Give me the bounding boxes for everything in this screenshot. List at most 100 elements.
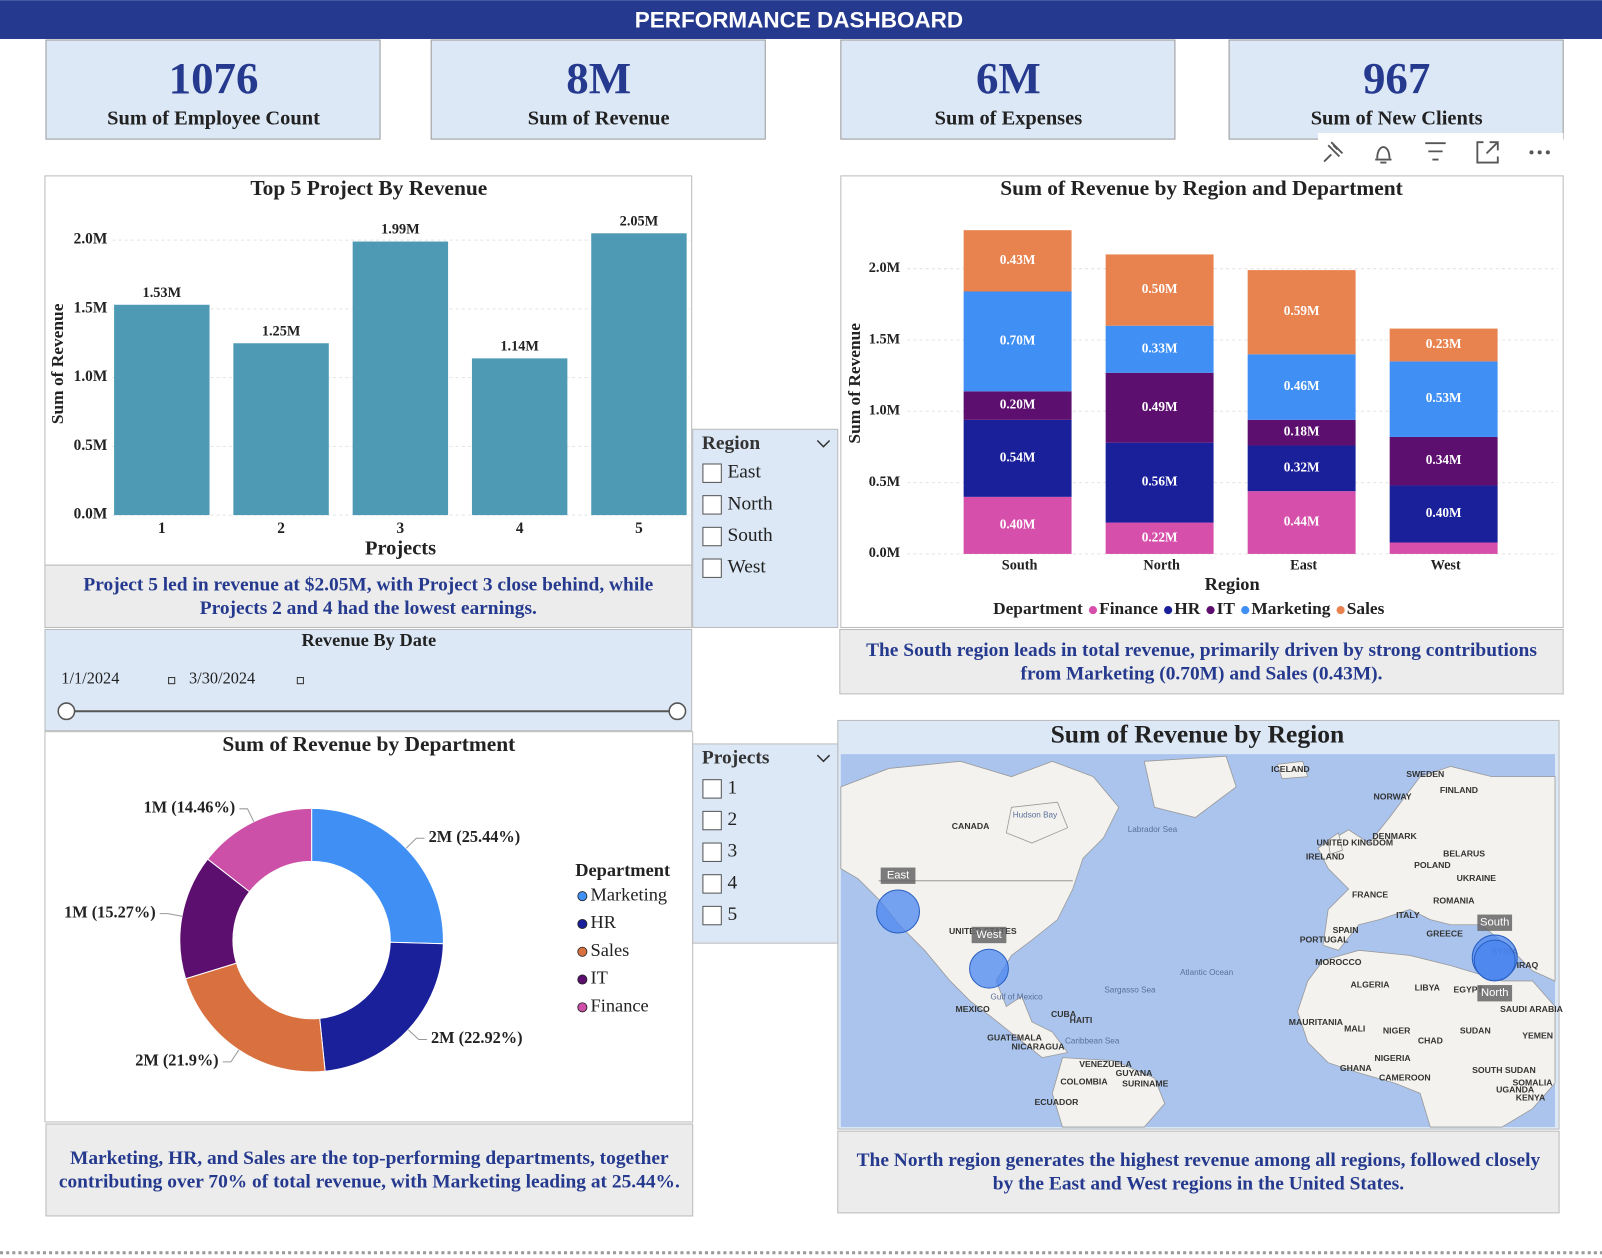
- place-label: HAITI: [1070, 1015, 1093, 1025]
- place-label: ECUADOR: [1034, 1097, 1079, 1107]
- chevron: [816, 754, 831, 763]
- data-label: 2M (22.92%): [431, 1028, 523, 1047]
- place-label: DENMARK: [1372, 831, 1417, 841]
- kpi-card: [430, 39, 766, 140]
- place-label: CHAD: [1418, 1036, 1443, 1046]
- more-icon[interactable]: [1529, 150, 1550, 155]
- data-label: 0.32M: [1284, 459, 1320, 474]
- bar-segment: [1389, 542, 1498, 554]
- slicer-item: West: [727, 557, 766, 578]
- kpi-value: 1076: [169, 53, 259, 103]
- slicer-item: 4: [727, 872, 737, 893]
- checkbox[interactable]: [702, 463, 722, 483]
- checkbox[interactable]: [702, 779, 722, 799]
- data-label: 2.05M: [620, 213, 659, 229]
- expand-icon[interactable]: [1476, 141, 1499, 164]
- bell-icon[interactable]: [1375, 146, 1392, 164]
- place-label: SURINAME: [1122, 1078, 1168, 1088]
- x-tick-label: 2: [277, 520, 285, 537]
- place-label: EGYPT: [1453, 984, 1483, 994]
- place-label: SAUDI ARABIA: [1500, 1004, 1564, 1014]
- bar-segment: [963, 391, 1072, 420]
- insight-text: Project 5 led in revenue at $2.05M, with…: [83, 573, 654, 619]
- checkbox[interactable]: [702, 495, 722, 515]
- bar-segment: [1389, 361, 1498, 437]
- bubble-label: South: [1480, 917, 1509, 929]
- legend-label: HR: [591, 912, 617, 932]
- pin-icon[interactable]: [1323, 141, 1344, 163]
- checkbox[interactable]: [702, 810, 722, 831]
- checkbox[interactable]: [702, 526, 722, 547]
- bubble-label-box: [1477, 985, 1513, 1002]
- y-tick-label: 2.0M: [869, 260, 901, 276]
- bar-segment: [963, 419, 1072, 497]
- x-axis-label: Projects: [365, 538, 436, 560]
- data-label: 0.53M: [1426, 390, 1462, 405]
- data-label: 1.14M: [500, 338, 539, 354]
- legend-label: Marketing: [591, 884, 668, 904]
- legend-swatch: [577, 1002, 588, 1013]
- y-tick-label: 0.5M: [74, 437, 108, 454]
- bar-segment: [1389, 485, 1498, 543]
- bar-segment: [1389, 436, 1498, 486]
- checkbox[interactable]: [702, 874, 722, 894]
- kpi-value: 6M: [976, 53, 1041, 103]
- place-label: MALI: [1344, 1023, 1365, 1033]
- checkbox[interactable]: [702, 905, 722, 926]
- y-axis-label: Sum of Revenue: [845, 323, 864, 444]
- data-label: 1M (15.27%): [64, 902, 156, 921]
- chart-title: Sum of Revenue by Department: [222, 732, 516, 756]
- place-label: Sargasso Sea: [1104, 985, 1156, 994]
- legend-label: IT: [1217, 599, 1236, 618]
- leader-line: [405, 837, 425, 849]
- kpi-label: Sum of Revenue: [528, 107, 670, 129]
- kpi-card: [840, 39, 1176, 140]
- bar-segment: [1105, 325, 1214, 373]
- y-tick-label: 0.5M: [869, 474, 901, 490]
- bar-segment: [963, 230, 1072, 292]
- legend-label: Finance: [591, 996, 649, 1016]
- x-tick-label: 1: [158, 520, 166, 537]
- bar-segment: [1105, 522, 1214, 554]
- chart-title: Sum of Revenue by Region and Department: [1000, 176, 1403, 200]
- slider-handle[interactable]: [668, 702, 687, 721]
- calendar-icon: [296, 677, 304, 685]
- slider-handle[interactable]: [57, 702, 76, 721]
- slicer-item: 3: [727, 841, 737, 862]
- place-label: NIGERIA: [1374, 1053, 1411, 1063]
- y-tick-label: 0.0M: [74, 506, 108, 523]
- data-label: 1.25M: [262, 323, 301, 339]
- bar-segment: [1105, 372, 1214, 443]
- legend-swatch: [577, 891, 588, 902]
- bar-segment: [1105, 254, 1214, 326]
- legend-swatch: [1206, 606, 1215, 615]
- checkbox[interactable]: [702, 842, 722, 862]
- leader-line: [239, 808, 255, 822]
- data-label: 0.44M: [1284, 514, 1320, 529]
- checkbox[interactable]: [702, 558, 722, 578]
- data-label: 1.53M: [143, 285, 182, 301]
- y-tick-label: 1.5M: [869, 331, 901, 347]
- place-label: Gulf of Mexico: [991, 992, 1044, 1001]
- y-axis-label: Sum of Revenue: [48, 303, 67, 424]
- y-tick-label: 1.5M: [74, 299, 108, 316]
- legend-swatch: [577, 974, 588, 985]
- insight-text: The South region leads in total revenue,…: [866, 639, 1537, 685]
- filter-icon[interactable]: [1425, 142, 1446, 161]
- place-label: MEXICO: [956, 1004, 990, 1014]
- x-tick-label: 3: [397, 520, 405, 537]
- legend-label: Finance: [1099, 599, 1158, 618]
- bubble: [876, 889, 921, 934]
- data-label: 0.54M: [1000, 449, 1036, 464]
- x-tick-label: 5: [635, 520, 643, 537]
- land: [1143, 755, 1237, 818]
- insight-box: [44, 564, 693, 628]
- place-label: GHANA: [1340, 1063, 1373, 1073]
- donut-slice: [206, 807, 313, 893]
- bar: [471, 358, 568, 516]
- bar-segment: [963, 496, 1072, 554]
- place-label: SOUTH SUDAN: [1472, 1065, 1536, 1075]
- insight-box: [837, 1130, 1560, 1214]
- x-tick-label: East: [1290, 557, 1317, 573]
- land: [1327, 832, 1343, 855]
